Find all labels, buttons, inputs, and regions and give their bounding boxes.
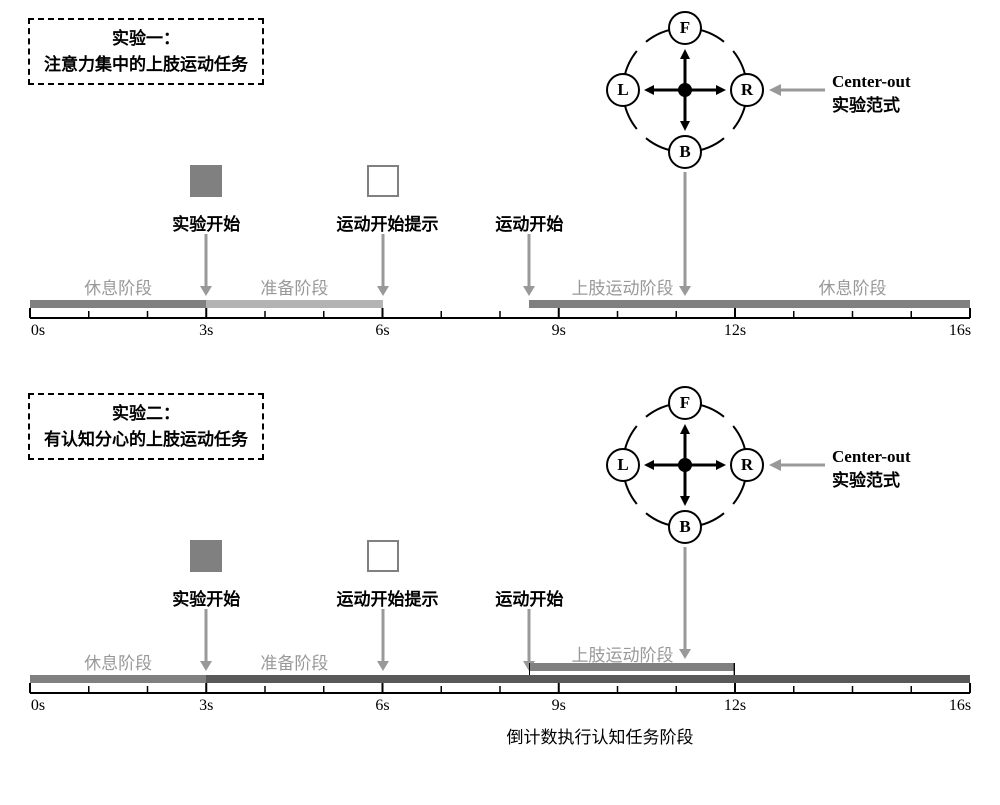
timeline-axis [20, 308, 980, 358]
arrow-down-icon [373, 232, 393, 298]
tick-label: 0s [31, 697, 45, 715]
phase-prep: 准备阶段 [254, 274, 334, 299]
center-out-label: Center-out实验范式 [832, 445, 911, 493]
timeline-bar [30, 300, 206, 308]
svg-text:L: L [617, 455, 628, 474]
tick-label: 12s [724, 322, 746, 340]
empty-square-icon [367, 165, 399, 197]
svg-text:L: L [617, 80, 628, 99]
tick-label: 6s [375, 322, 389, 340]
tick-label: 3s [199, 322, 213, 340]
countdown-label: 倒计数执行认知任务阶段 [470, 723, 730, 748]
tick-label: 6s [375, 697, 389, 715]
center-out-label: Center-out实验范式 [832, 70, 911, 118]
tick-label: 3s [199, 697, 213, 715]
tick-label: 16s [949, 697, 971, 715]
tick-label: 0s [31, 322, 45, 340]
timeline-bar [529, 300, 970, 308]
timeline-bar [206, 300, 382, 308]
tick-label: 16s [949, 322, 971, 340]
empty-square-icon [367, 540, 399, 572]
filled-square-icon [190, 540, 222, 572]
arrow-down-icon [519, 232, 539, 298]
arrow-left-icon [767, 80, 827, 100]
phase-rest2: 休息阶段 [813, 274, 893, 299]
svg-text:F: F [680, 18, 690, 37]
phase-rest1: 休息阶段 [78, 274, 158, 299]
arrow-down-icon [196, 607, 216, 673]
tick-label: 9s [552, 697, 566, 715]
arrow-left-icon [767, 455, 827, 475]
svg-text:B: B [679, 517, 690, 536]
timeline-bar [30, 675, 206, 683]
svg-text:R: R [741, 80, 754, 99]
svg-text:F: F [680, 393, 690, 412]
phase-prep: 准备阶段 [254, 649, 334, 674]
countdown-bar [206, 675, 970, 683]
tick-label: 9s [552, 322, 566, 340]
tick-label: 12s [724, 697, 746, 715]
phase-move: 上肢运动阶段 [558, 274, 688, 299]
arrow-down-icon [196, 232, 216, 298]
phase-move: 上肢运动阶段 [558, 641, 688, 666]
arrow-down-icon [373, 607, 393, 673]
phase-rest1: 休息阶段 [78, 649, 158, 674]
svg-text:B: B [679, 142, 690, 161]
filled-square-icon [190, 165, 222, 197]
svg-text:R: R [741, 455, 754, 474]
